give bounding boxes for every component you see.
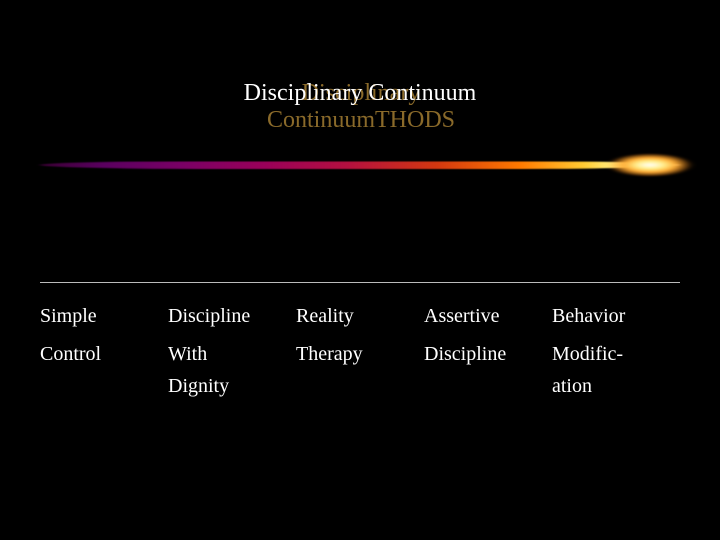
col2-line1: Discipline (168, 300, 288, 332)
col2-line3: Dignity (168, 370, 288, 402)
column-4: Assertive Discipline (424, 300, 552, 402)
page-title: Disciplinary ContinuumTHODS Disciplinary… (244, 80, 477, 107)
col3-line1: Reality (296, 300, 416, 332)
col4-line2: Discipline (424, 338, 544, 370)
column-2: Discipline With Dignity (168, 300, 296, 402)
continuum-columns: Simple Control Discipline With Dignity R… (40, 300, 680, 402)
column-1: Simple Control (40, 300, 168, 402)
col1-line1: Simple (40, 300, 160, 332)
column-5: Behavior Modific- ation (552, 300, 680, 402)
horizontal-rule (40, 282, 680, 283)
col5-line2: Modific- (552, 338, 672, 370)
col3-line2: Therapy (296, 338, 416, 370)
gradient-flare (40, 161, 680, 169)
title-container: Disciplinary ContinuumTHODS Disciplinary… (0, 80, 720, 107)
col1-line2: Control (40, 338, 160, 370)
col5-line3: ation (552, 370, 672, 402)
title-text: Disciplinary Continuum (244, 80, 477, 106)
column-3: Reality Therapy (296, 300, 424, 402)
col2-line2: With (168, 338, 288, 370)
col5-line1: Behavior (552, 300, 672, 332)
col4-line1: Assertive (424, 300, 544, 332)
